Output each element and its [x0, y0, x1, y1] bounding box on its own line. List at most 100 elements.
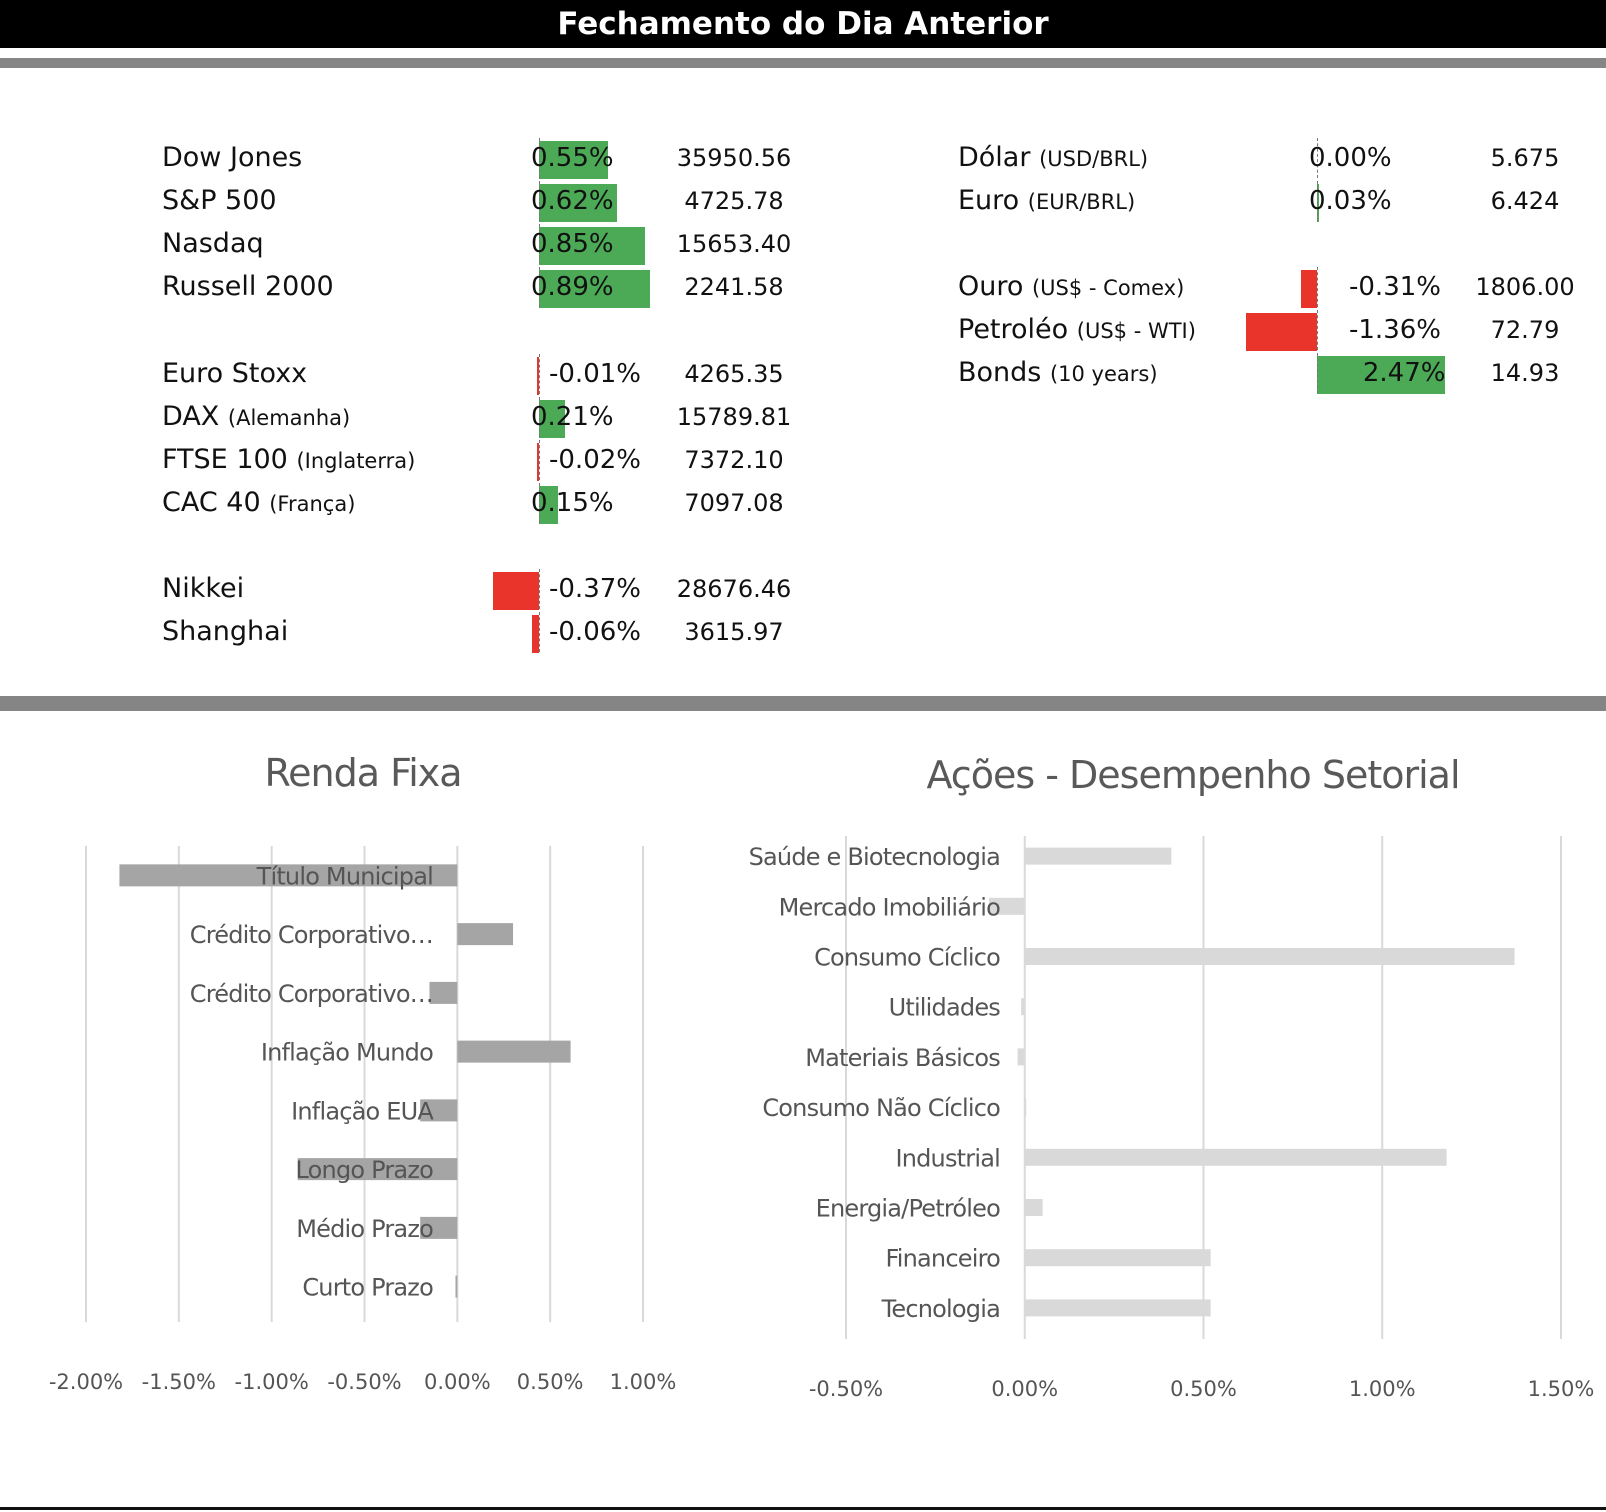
category-label: Utilidades [889, 994, 1001, 1022]
x-tick-label: 1.00% [1349, 1377, 1416, 1401]
category-label: Médio Prazo [296, 1215, 433, 1243]
market-value: 7372.10 [684, 446, 784, 474]
zero-axis [539, 440, 540, 480]
market-row: CAC 40 (França) 0.15% 7097.08 [0, 483, 1606, 524]
market-row: Dólar (USD/BRL) 0.00% 5.675 [0, 138, 1606, 178]
market-name-text: CAC 40 [162, 487, 261, 518]
bar [297, 1158, 458, 1181]
zero-axis [539, 138, 540, 178]
category-label: Mercado Imobiliário [779, 893, 1000, 921]
bar [1024, 1148, 1447, 1166]
market-value: 3615.97 [684, 618, 784, 646]
market-name-text: Dólar [958, 142, 1031, 173]
category-label: Inflação EUA [291, 1097, 434, 1125]
market-row: Euro (EUR/BRL) 0.03% 6.424 [0, 181, 1606, 222]
change-percent: 0.15% [531, 488, 614, 518]
market-name-text: Euro Stoxx [162, 358, 308, 389]
market-name-text: Russell 2000 [162, 271, 334, 302]
x-tick-label: 0.00% [424, 1370, 491, 1394]
market-row: Nikkei -0.37% 28676.46 [0, 569, 1606, 610]
x-tick-label: 0.00% [991, 1377, 1058, 1401]
category-label: Industrial [895, 1144, 1000, 1172]
market-name: Petroléo (US$ - WTI) [958, 310, 1196, 351]
zero-axis [539, 612, 540, 652]
category-label: Saúde e Biotecnologia [749, 843, 1000, 871]
bar [420, 1216, 458, 1239]
category-label: Tecnologia [881, 1295, 1000, 1323]
market-name-sub: (US$ - Comex) [1031, 276, 1185, 300]
market-name-sub: (USD/BRL) [1039, 147, 1149, 171]
bar [1017, 1048, 1025, 1066]
category-label: Energia/Petróleo [816, 1195, 1001, 1223]
change-percent: -0.02% [549, 445, 641, 475]
chart-title: Renda Fixa [264, 751, 461, 795]
bar [1024, 847, 1172, 865]
market-name-text: Nasdaq [162, 228, 264, 259]
change-bar [537, 357, 539, 395]
market-value: 15653.40 [676, 230, 792, 258]
change-bar [539, 270, 651, 308]
market-name-text: Ouro [958, 271, 1024, 302]
bar [1024, 1199, 1043, 1216]
market-row: Bonds (10 years) 2.47% 14.93 [0, 353, 1606, 394]
change-bar [1317, 356, 1446, 394]
bar [1024, 1249, 1211, 1267]
zero-axis [539, 354, 540, 394]
market-name: Bonds (10 years) [958, 353, 1158, 394]
market-value: 14.93 [1490, 359, 1560, 387]
change-bar [1300, 270, 1317, 308]
market-row: Nasdaq 0.85% 15653.40 [0, 224, 1606, 265]
zero-axis [1317, 267, 1318, 307]
market-name: Nikkei [162, 569, 244, 609]
market-name: Dow Jones [162, 138, 302, 178]
category-label: Crédito Corporativo… [190, 980, 433, 1008]
market-name-text: Petroléo [958, 314, 1069, 345]
change-percent: -1.36% [1349, 315, 1441, 345]
market-name-text: Nikkei [162, 573, 245, 604]
x-tick-label: 0.50% [517, 1370, 584, 1394]
market-value: 4265.35 [684, 360, 784, 388]
market-row: S&P 500 0.62% 4725.78 [0, 181, 1606, 222]
x-tick-label: 1.00% [610, 1370, 677, 1394]
x-tick-label: 1.50% [1528, 1377, 1595, 1401]
category-label: Consumo Cíclico [814, 944, 1000, 972]
market-name: Dólar (USD/BRL) [958, 138, 1148, 179]
bar [455, 1275, 458, 1298]
market-value: 6.424 [1490, 187, 1560, 215]
zero-axis [539, 267, 540, 307]
market-name: Russell 2000 [162, 267, 334, 307]
change-percent: 0.85% [531, 229, 614, 259]
chart-title: Ações - Desempenho Setorial [926, 753, 1459, 797]
change-bar [492, 572, 539, 610]
market-name: Euro (EUR/BRL) [958, 181, 1135, 222]
zero-axis [539, 181, 540, 221]
market-row: Dow Jones 0.55% 35950.56 [0, 138, 1606, 179]
bar [420, 1099, 458, 1122]
bar [429, 981, 458, 1004]
change-bar [539, 184, 617, 222]
category-label: Título Municipal [256, 862, 433, 890]
middle-separator [0, 696, 1606, 711]
market-name-text: Shanghai [162, 616, 289, 647]
bar [1024, 1098, 1027, 1116]
change-bar [1317, 184, 1319, 222]
renda-fixa-chart: Renda Fixa -2.00% -1.50% -1.00% -0.50% 0.00% 0… [49, 751, 677, 1394]
market-name-sub: (Inglaterra) [296, 449, 416, 473]
zero-axis [1317, 138, 1318, 178]
market-row: Petroléo (US$ - WTI) -1.36% 72.79 [0, 310, 1606, 351]
market-name-text: Euro [958, 185, 1020, 216]
x-tick-label: -1.50% [142, 1370, 216, 1394]
top-separator [0, 58, 1606, 68]
market-name-text: DAX [162, 401, 220, 432]
market-row: DAX (Alemanha) 0.21% 15789.81 [0, 397, 1606, 438]
market-value: 35950.56 [676, 144, 792, 172]
change-percent: 0.55% [531, 143, 614, 173]
market-row: FTSE 100 (Inglaterra) -0.02% 7372.10 [0, 440, 1606, 481]
change-percent: 0.21% [531, 402, 614, 432]
market-name-text: Dow Jones [162, 142, 303, 173]
market-name-text: FTSE 100 [162, 444, 288, 475]
zero-axis [539, 569, 540, 609]
market-name: FTSE 100 (Inglaterra) [162, 440, 415, 481]
change-percent: 0.62% [531, 186, 614, 216]
zero-axis [539, 397, 540, 437]
